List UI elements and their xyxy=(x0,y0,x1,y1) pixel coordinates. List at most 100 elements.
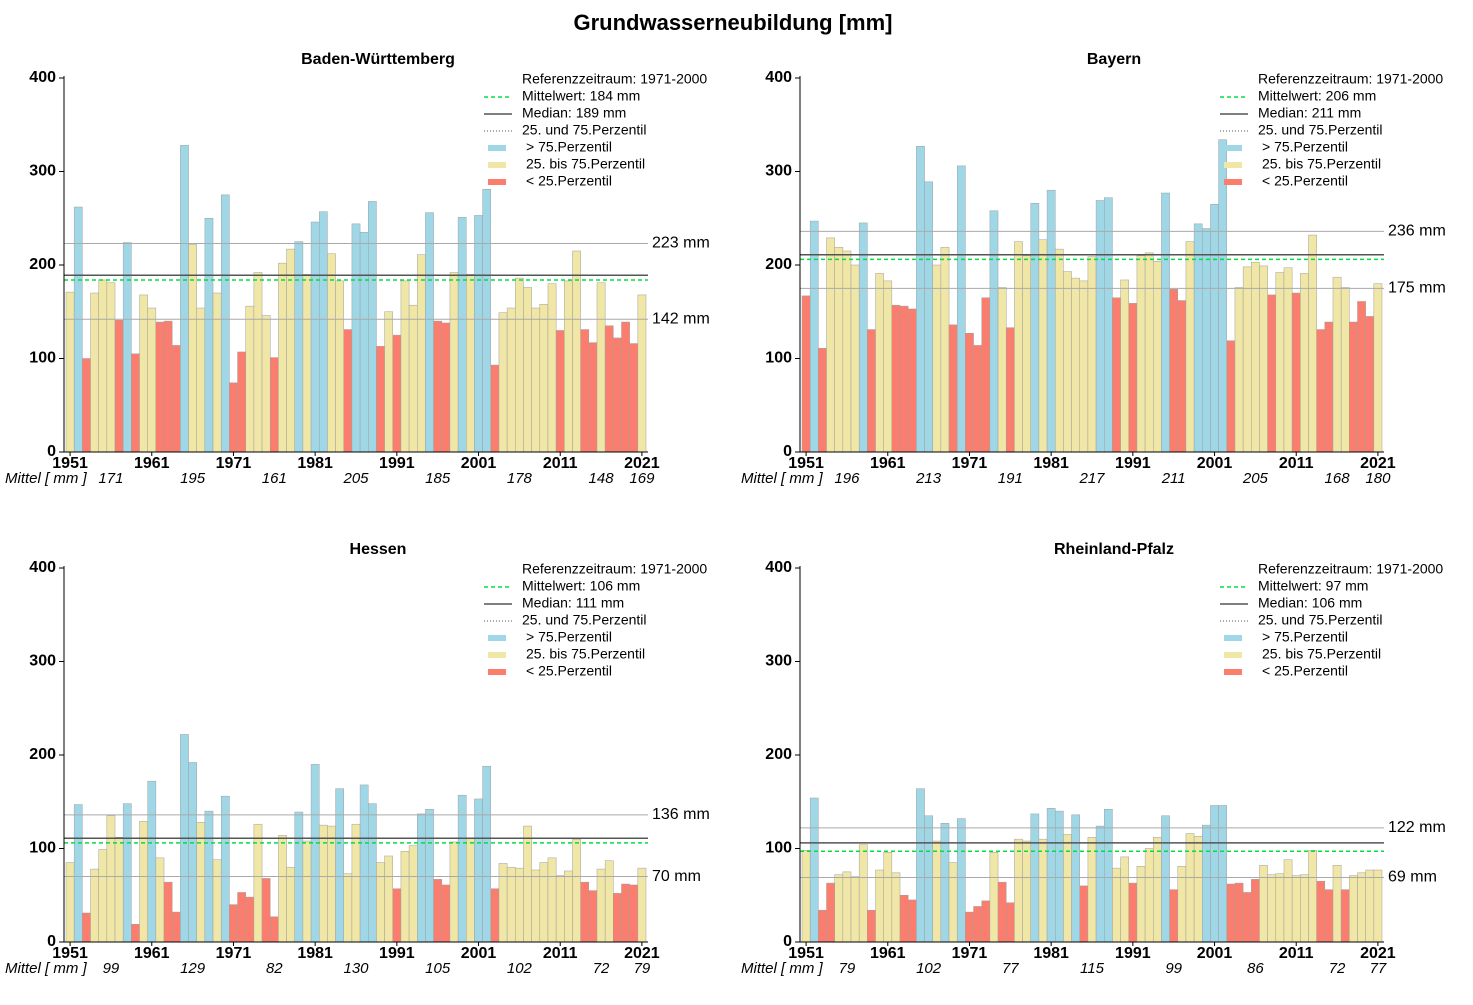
x-tick-label: 2011 xyxy=(1279,455,1314,472)
bar xyxy=(433,320,443,453)
bar xyxy=(163,881,173,943)
bar xyxy=(188,762,197,943)
bar xyxy=(1022,255,1031,453)
bar xyxy=(564,870,573,943)
bar xyxy=(1128,882,1138,943)
y-tick-label: 200 xyxy=(29,746,56,763)
legend-text: 25. bis 75.Perzentil xyxy=(1262,646,1381,662)
bar xyxy=(351,223,361,453)
bar xyxy=(1128,303,1138,453)
bar xyxy=(564,280,573,453)
legend-text: 25. und 75.Perzentil xyxy=(522,612,647,628)
bar xyxy=(171,345,181,453)
bar xyxy=(1136,255,1146,453)
x-tick-label: 2021 xyxy=(624,945,660,962)
bar xyxy=(318,211,328,453)
bar xyxy=(1071,814,1080,943)
bar xyxy=(1234,287,1244,453)
legend-text: Referenzzeitraum: 1971-2000 xyxy=(1258,71,1443,87)
decade-mean: 169 xyxy=(629,470,655,487)
decade-mean: 171 xyxy=(98,470,123,487)
bar xyxy=(1324,321,1334,453)
bar xyxy=(1153,837,1162,943)
bar xyxy=(981,297,991,453)
mean-row-label: Mittel [ mm ] xyxy=(5,960,87,977)
decade-mean: 86 xyxy=(1247,960,1264,977)
bar xyxy=(1210,203,1219,453)
bar xyxy=(1365,869,1375,943)
bar xyxy=(1079,280,1089,453)
x-tick-label: 2001 xyxy=(461,455,497,472)
bar xyxy=(457,794,467,943)
p75-label: 223 mm xyxy=(652,235,710,252)
bar xyxy=(229,904,238,943)
legend-text: < 25.Perzentil xyxy=(1262,663,1348,679)
bar xyxy=(335,280,344,453)
bar xyxy=(1193,836,1203,943)
y-tick-label: 400 xyxy=(765,69,792,86)
decade-mean: 195 xyxy=(180,470,206,487)
bar xyxy=(1177,300,1187,453)
bar xyxy=(368,803,377,943)
x-tick-label: 1981 xyxy=(297,455,333,472)
bar xyxy=(834,874,844,943)
bar xyxy=(490,364,500,453)
bar xyxy=(1308,850,1317,943)
bar xyxy=(555,875,565,943)
legend-text: < 25.Perzentil xyxy=(1262,173,1348,189)
x-tick-label: 1981 xyxy=(1033,455,1069,472)
bar xyxy=(826,882,835,943)
bar xyxy=(506,307,516,453)
bar xyxy=(842,871,852,943)
bar xyxy=(90,292,99,453)
panel: Hessen 136 mm 70 mm 0 100 200 300 400 1951 1961 19… xyxy=(5,541,710,977)
bar xyxy=(1340,889,1350,943)
y-tick-label: 200 xyxy=(765,746,792,763)
bar xyxy=(1308,234,1317,453)
bar xyxy=(392,334,402,453)
bar xyxy=(547,283,557,453)
y-tick-label: 0 xyxy=(47,443,56,460)
x-tick-label: 1951 xyxy=(52,945,88,962)
bar xyxy=(531,869,541,943)
x-tick-label: 1991 xyxy=(1115,945,1151,962)
bar xyxy=(1234,882,1244,943)
bar xyxy=(131,923,140,943)
chart-title: Grundwasserneubildung [mm] xyxy=(573,10,892,35)
decade-mean: 211 xyxy=(1161,470,1186,487)
decade-mean: 82 xyxy=(266,960,283,977)
bar xyxy=(359,784,369,943)
bar xyxy=(858,844,868,943)
bar xyxy=(580,881,590,943)
bar xyxy=(327,253,336,453)
bar xyxy=(1087,256,1097,453)
bar xyxy=(506,866,516,943)
bar xyxy=(1316,329,1326,453)
legend-text: Median: 211 mm xyxy=(1258,105,1361,121)
bar xyxy=(621,883,630,943)
bar xyxy=(261,315,271,453)
decade-mean: 99 xyxy=(1165,960,1182,977)
legend-text: > 75.Perzentil xyxy=(1262,139,1348,155)
bar xyxy=(637,867,647,943)
bar xyxy=(1291,292,1301,453)
legend-swatch xyxy=(1224,669,1242,675)
legend-text: Referenzzeitraum: 1971-2000 xyxy=(522,561,707,577)
bar xyxy=(604,860,614,943)
y-tick-label: 300 xyxy=(765,653,792,670)
bar xyxy=(417,254,426,453)
bar xyxy=(539,304,549,453)
panel: Rheinland-Pfalz 122 mm 69 mm 0 100 200 300 400 1… xyxy=(741,541,1446,977)
bar xyxy=(899,305,909,453)
bar xyxy=(932,264,942,453)
bar xyxy=(629,884,639,943)
x-tick-label: 2001 xyxy=(1197,455,1233,472)
y-tick-label: 100 xyxy=(765,840,792,857)
bar xyxy=(1251,261,1260,453)
x-tick-label: 1981 xyxy=(297,945,333,962)
x-tick-label: 1971 xyxy=(216,945,252,962)
bar xyxy=(850,264,860,453)
bar xyxy=(989,210,999,453)
legend-text: Mittelwert: 206 mm xyxy=(1258,88,1376,104)
bar xyxy=(98,279,108,453)
